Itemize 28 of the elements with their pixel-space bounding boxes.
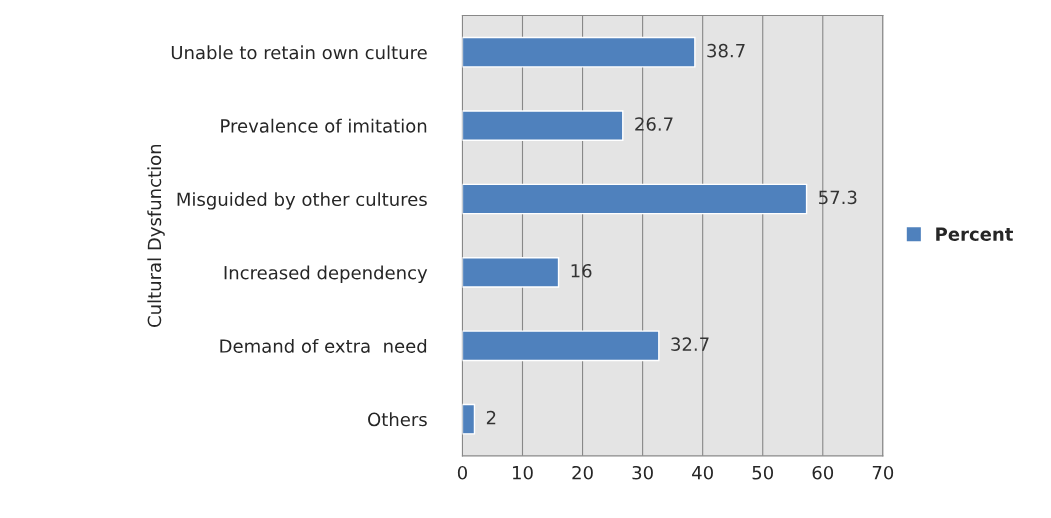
y-tick-label: Misguided by other cultures: [177, 192, 427, 210]
bar: [462, 257, 560, 288]
x-tick-label: 40: [692, 465, 713, 480]
y-tick-label: Demand of extra need: [220, 338, 427, 353]
y-tick-label: Unable to retain own culture: [171, 45, 427, 60]
data-label: 2: [486, 410, 496, 425]
x-tick-label: 50: [752, 465, 774, 480]
y-tick-label: Others: [368, 412, 427, 427]
y-tick-label: Prevalence of imitation: [221, 118, 427, 133]
y-axis-title: Cultural Dysfunction: [147, 144, 165, 327]
legend-label: Percent: [936, 227, 1013, 241]
data-label: 32.7: [671, 337, 709, 351]
y-tick-label: Increased dependency: [224, 265, 428, 283]
bar: [462, 36, 696, 68]
data-label: 16: [571, 263, 592, 278]
data-label: 26.7: [635, 117, 673, 131]
x-tick-label: 0: [457, 465, 467, 480]
bar: [462, 183, 808, 215]
bar: [462, 403, 476, 435]
x-tick-label: 70: [872, 465, 894, 480]
x-tick-label: 30: [632, 465, 653, 480]
x-tick-label: 10: [512, 465, 533, 480]
data-label: 57.3: [819, 190, 857, 205]
bar: [462, 110, 624, 141]
x-tick-label: 20: [572, 465, 593, 480]
x-tick-label: 60: [812, 465, 834, 480]
bar: [462, 330, 660, 362]
data-label: 38.7: [707, 43, 745, 58]
